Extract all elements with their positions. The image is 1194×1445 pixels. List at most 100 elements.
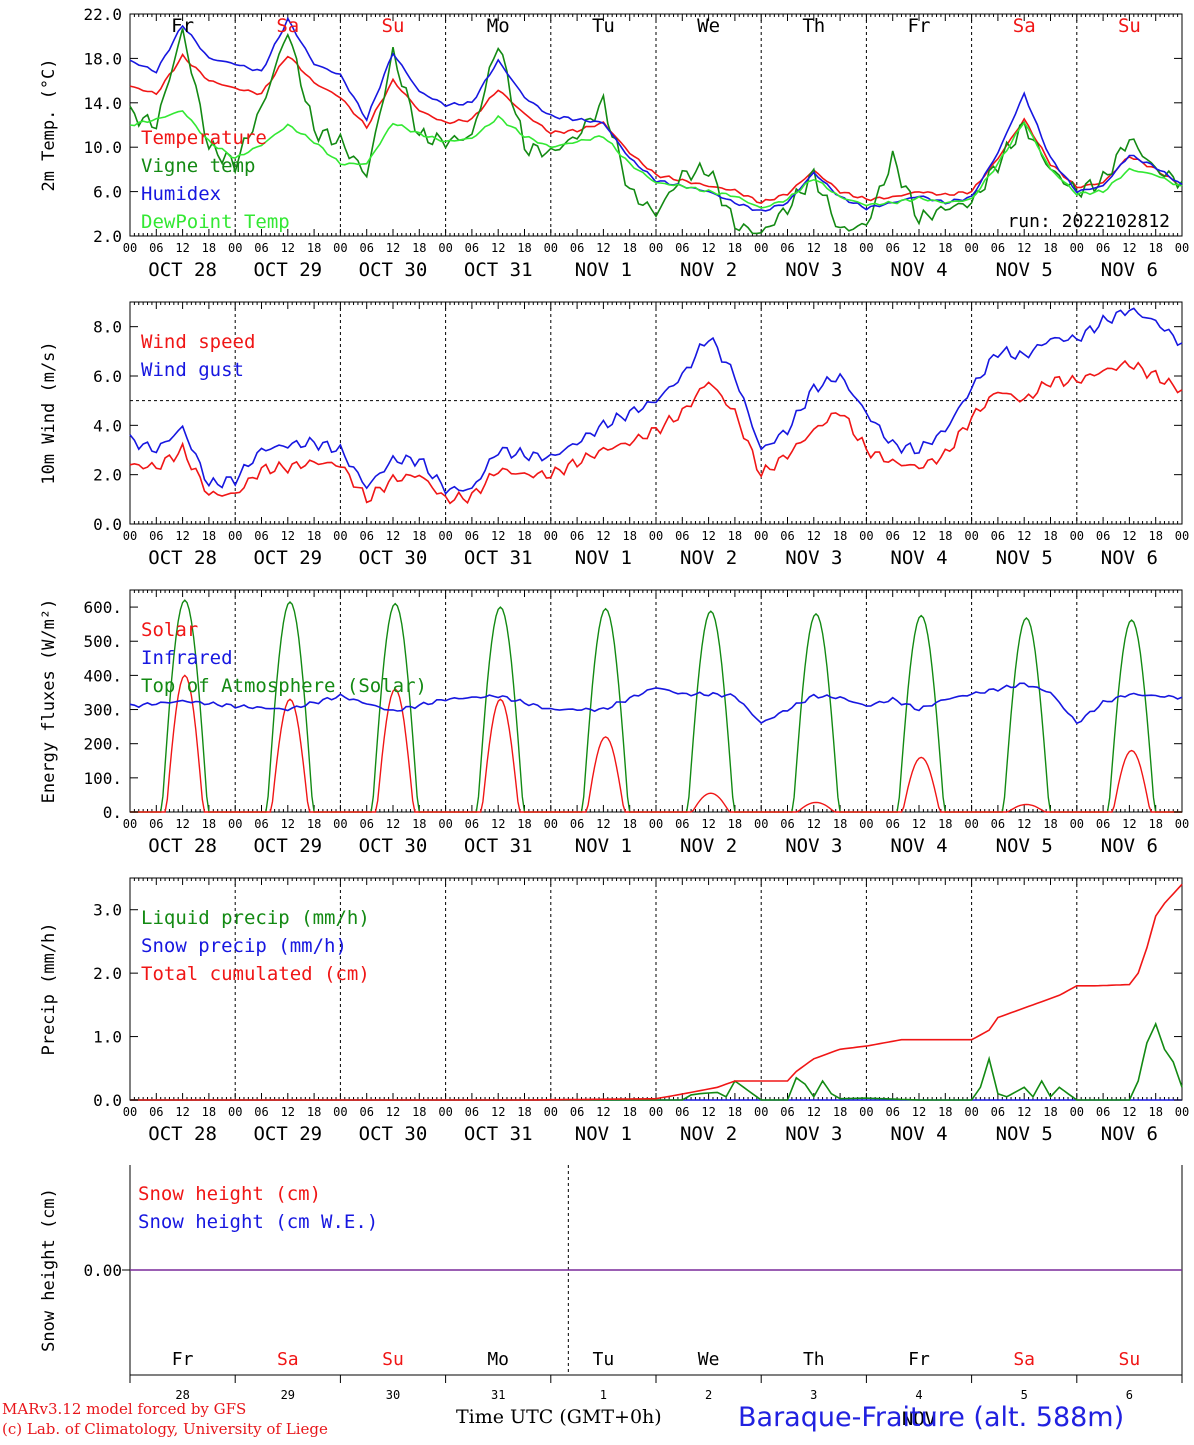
hour-label: 18: [833, 241, 847, 255]
hour-label: 06: [465, 241, 479, 255]
snow-day-name: Mo: [487, 1349, 509, 1370]
y-tick-label: 100.: [83, 769, 122, 788]
hour-label: 12: [1122, 529, 1136, 543]
date-label: OCT 30: [359, 547, 428, 569]
hour-label: 12: [596, 817, 610, 831]
y-axis-label-temperature: 2m Temp. (°C): [39, 58, 59, 191]
hour-label: 06: [780, 817, 794, 831]
hour-label: 18: [412, 529, 426, 543]
y-tick-label: 400.: [83, 666, 122, 685]
hour-label: 18: [1043, 241, 1057, 255]
date-label: OCT 31: [464, 547, 533, 569]
y-tick-label: 14.0: [83, 94, 122, 113]
hour-label: 12: [1017, 241, 1031, 255]
legend-snow-0: Snow height (cm): [138, 1183, 321, 1205]
hour-label: 06: [570, 817, 584, 831]
date-label: NOV 6: [1101, 1123, 1158, 1145]
date-label: NOV 5: [996, 835, 1053, 857]
hour-label: 12: [701, 1105, 715, 1119]
hour-label: 18: [728, 529, 742, 543]
hour-label: 00: [754, 241, 768, 255]
date-label: NOV 3: [785, 547, 842, 569]
hour-label: 18: [833, 529, 847, 543]
snow-day-name: Sa: [1013, 1349, 1035, 1370]
snow-day-name: Th: [803, 1349, 825, 1370]
hour-label: 06: [780, 1105, 794, 1119]
lab-credit: (c) Lab. of Climatology, University of L…: [2, 1420, 328, 1438]
snow-day-name: Su: [1119, 1349, 1141, 1370]
y-tick-label: 0.0: [93, 515, 122, 534]
snow-day-name: We: [698, 1349, 720, 1370]
legend-precip-2: Total cumulated (cm): [141, 963, 370, 985]
hour-label: 18: [728, 1105, 742, 1119]
hour-label: 06: [359, 817, 373, 831]
day-name: Th: [802, 15, 825, 37]
snow-day-name: Fr: [908, 1349, 930, 1370]
hour-label: 18: [622, 529, 636, 543]
date-label: NOV 4: [890, 547, 947, 569]
hour-label: 00: [228, 241, 242, 255]
snow-day-name: Tu: [593, 1349, 615, 1370]
hour-label-end: 00: [1175, 1105, 1189, 1119]
date-label: NOV 4: [890, 259, 947, 281]
date-label: OCT 28: [148, 259, 217, 281]
hour-label: 00: [123, 241, 137, 255]
date-label: NOV 5: [996, 1123, 1053, 1145]
hour-label: 06: [885, 241, 899, 255]
hour-label: 18: [307, 1105, 321, 1119]
hour-label: 00: [544, 817, 558, 831]
hour-label: 12: [596, 1105, 610, 1119]
hour-label: 06: [254, 529, 268, 543]
hour-label: 18: [202, 1105, 216, 1119]
hour-label: 06: [359, 529, 373, 543]
series-line-temperature-3: [129, 110, 1183, 209]
hour-label: 06: [254, 817, 268, 831]
hour-label: 00: [544, 1105, 558, 1119]
date-label: NOV 3: [785, 259, 842, 281]
hour-label: 18: [1148, 241, 1162, 255]
hour-label: 18: [622, 817, 636, 831]
date-label: OCT 31: [464, 1123, 533, 1145]
hour-label: 00: [649, 529, 663, 543]
hour-label: 06: [465, 529, 479, 543]
hour-label: 00: [438, 817, 452, 831]
hour-label: 12: [912, 241, 926, 255]
hour-label: 12: [701, 817, 715, 831]
hour-label: 00: [754, 529, 768, 543]
hour-label: 00: [649, 1105, 663, 1119]
hour-label: 06: [149, 529, 163, 543]
y-tick-label: 200.: [83, 735, 122, 754]
snow-day-name: Su: [382, 1349, 404, 1370]
hour-label: 18: [307, 241, 321, 255]
hour-label: 00: [1070, 241, 1084, 255]
hour-label: 12: [386, 1105, 400, 1119]
hour-label: 12: [912, 1105, 926, 1119]
day-name: Fr: [171, 15, 194, 37]
legend-wind-0: Wind speed: [141, 331, 255, 353]
bottom-day-number: 30: [386, 1388, 400, 1402]
y-tick-label: 3.0: [93, 901, 122, 920]
hour-label: 18: [833, 817, 847, 831]
hour-label: 00: [228, 817, 242, 831]
hour-label: 12: [175, 1105, 189, 1119]
date-label: NOV 3: [785, 1123, 842, 1145]
hour-label: 12: [701, 529, 715, 543]
hour-label: 18: [202, 817, 216, 831]
hour-label: 00: [333, 529, 347, 543]
legend-precip-1: Snow precip (mm/h): [141, 935, 347, 957]
hour-label: 18: [938, 817, 952, 831]
bottom-day-number: 6: [1126, 1388, 1133, 1402]
hour-label: 06: [1096, 817, 1110, 831]
day-name: Tu: [592, 15, 615, 37]
date-label: OCT 29: [253, 835, 322, 857]
hour-label: 12: [1017, 529, 1031, 543]
hour-label: 06: [675, 817, 689, 831]
hour-label: 06: [885, 817, 899, 831]
hour-label: 06: [1096, 241, 1110, 255]
hour-label: 18: [833, 1105, 847, 1119]
hour-label: 18: [622, 1105, 636, 1119]
hour-label: 06: [780, 529, 794, 543]
hour-label: 12: [281, 1105, 295, 1119]
y-tick-label: 10.0: [83, 138, 122, 157]
hour-label: 06: [465, 817, 479, 831]
